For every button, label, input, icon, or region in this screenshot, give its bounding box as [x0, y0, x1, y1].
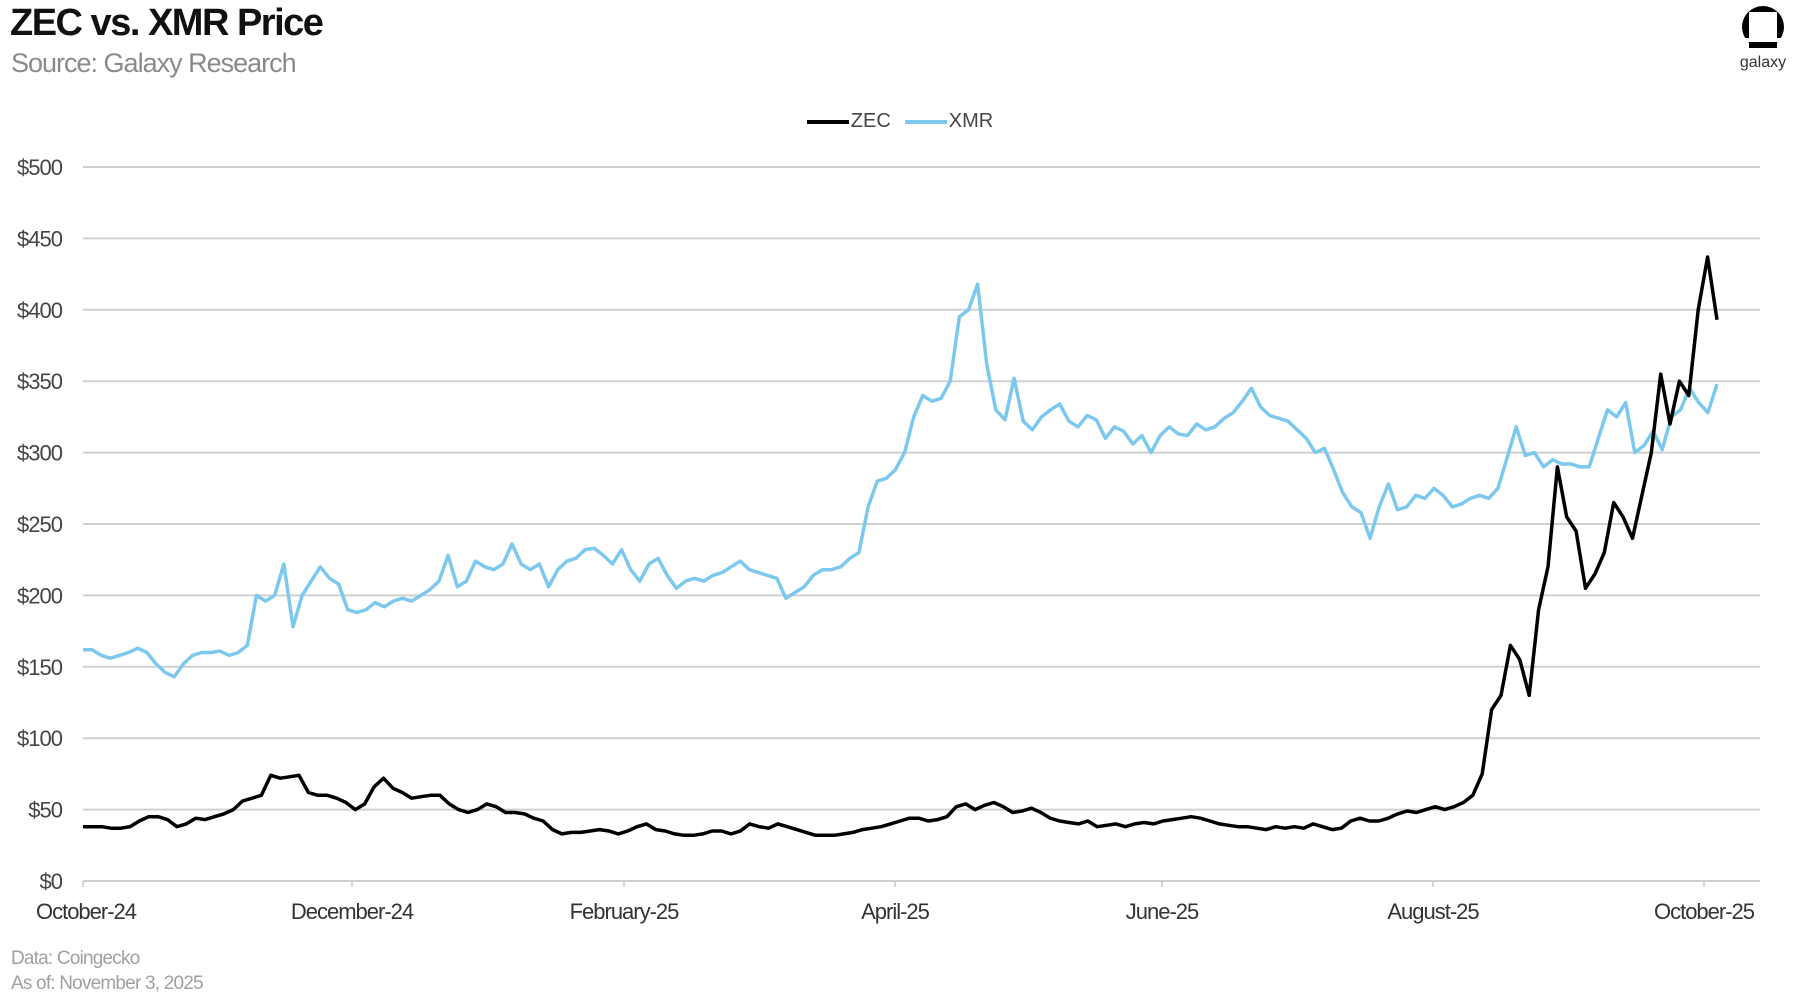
series-line-zec [83, 255, 1719, 838]
y-tick-label: $400 [17, 298, 63, 323]
x-tick-label: February-25 [570, 899, 680, 924]
y-tick-label: $450 [17, 226, 63, 251]
y-tick-label: $250 [17, 512, 63, 537]
legend-item-xmr: XMR [904, 110, 994, 133]
x-tick-label: August-25 [1387, 899, 1479, 924]
galaxy-logo-text: galaxy [1739, 54, 1787, 71]
y-tick-label: $300 [17, 441, 63, 466]
as-of-date: As of: November 3, 2025 [11, 973, 204, 994]
chart-subtitle: Source: Galaxy Research [11, 48, 297, 78]
series-lines [83, 255, 1719, 838]
galaxy-logo-icon [1740, 6, 1786, 52]
y-tick-label: $150 [17, 655, 63, 680]
galaxy-logo: galaxy [1728, 6, 1798, 72]
x-tick-label: April-25 [861, 899, 930, 924]
legend-label-xmr: XMR [948, 110, 994, 132]
y-tick-label: $0 [40, 869, 63, 894]
chart-title: ZEC vs. XMR Price [10, 2, 324, 44]
gridlines [83, 166, 1760, 882]
chart-legend: ZEC XMR [0, 110, 1800, 133]
y-tick-label: $350 [17, 369, 63, 394]
x-axis: October-24 December-24 February-25 April-25… [36, 881, 1756, 924]
legend-item-zec: ZEC [806, 110, 891, 133]
x-tick-label: December-24 [291, 899, 414, 924]
y-tick-label: $100 [17, 726, 63, 751]
y-tick-label: $50 [28, 798, 62, 823]
series-line-xmr [83, 282, 1719, 679]
y-axis: $0 $50 $100 $150 $200 $250 $300 $350 $400 $450 $50… [17, 155, 64, 894]
x-tick-label: June-25 [1126, 899, 1199, 924]
x-tick-label: October-25 [1654, 899, 1755, 924]
zec-swatch-icon [806, 119, 849, 124]
x-tick-label: October-24 [36, 899, 137, 924]
xmr-swatch-icon [904, 119, 947, 124]
legend-label-zec: ZEC [850, 110, 891, 132]
data-source-note: Data: Coingecko [11, 948, 140, 969]
y-tick-label: $500 [17, 155, 63, 180]
y-tick-label: $200 [17, 583, 63, 608]
